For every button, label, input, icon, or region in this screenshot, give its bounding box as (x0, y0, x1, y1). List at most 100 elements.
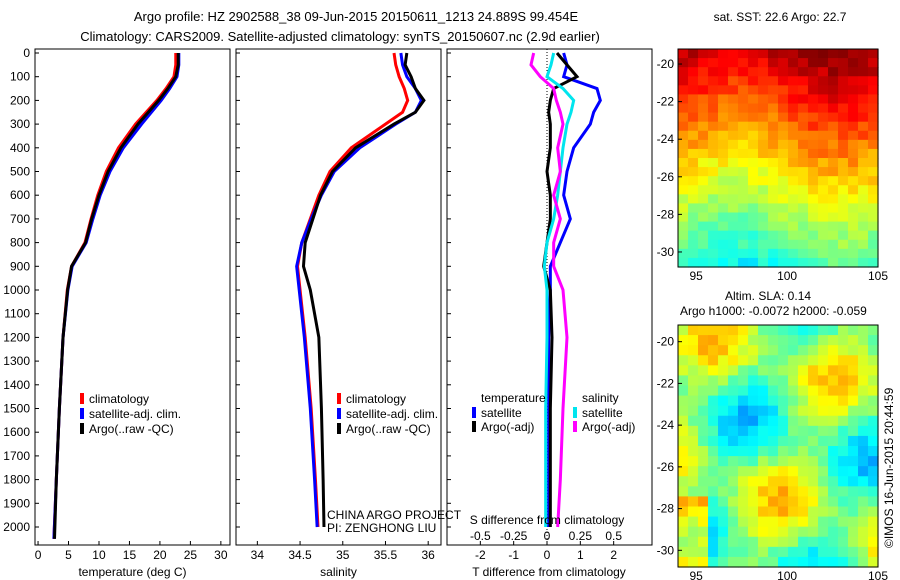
map-cell (728, 167, 739, 177)
map-cell (838, 257, 849, 268)
map-cell (738, 516, 749, 528)
map-cell (688, 526, 699, 538)
map-cell (808, 158, 819, 168)
map-cell (768, 365, 779, 377)
map-cell (728, 185, 739, 195)
map-cell (718, 415, 729, 427)
map-cell (778, 185, 789, 195)
map-cell (828, 435, 839, 447)
map-cell (868, 435, 879, 447)
map-cell (708, 139, 719, 150)
map-cell (748, 496, 759, 508)
sla-map-subtitle: Argo h1000: -0.0072 h2000: -0.059 (680, 304, 867, 318)
map-cell (868, 496, 879, 508)
map-cell (808, 375, 819, 387)
map-cell (798, 239, 809, 250)
depth-tick-label: 200 (10, 93, 30, 107)
map-cell (788, 185, 799, 195)
map-cell (808, 506, 819, 518)
map-cell (738, 385, 749, 397)
legend-swatch (472, 421, 476, 432)
map-cell (728, 335, 739, 346)
map-cell (778, 546, 789, 558)
map-cell (708, 203, 719, 214)
map-cell (768, 546, 779, 558)
map-cell (798, 415, 809, 427)
map-cell (778, 167, 789, 177)
lat-tick-label: -24 (657, 418, 675, 432)
map-cell (708, 58, 719, 68)
map-cell (808, 546, 819, 558)
map-cell (768, 221, 779, 232)
map-cell (718, 67, 729, 77)
map-cell (678, 257, 689, 268)
map-cell (758, 516, 769, 528)
map-cell (688, 67, 699, 77)
x-tick-label: 35 (336, 548, 350, 562)
map-cell (738, 158, 749, 168)
map-cell (848, 76, 859, 86)
lon-tick-label: 100 (777, 569, 797, 580)
map-cell (688, 516, 699, 528)
lon-tick-label: 95 (690, 269, 704, 283)
legend-swatch (80, 408, 84, 419)
map-cell (838, 167, 849, 177)
map-cell (838, 239, 849, 250)
x-tick-label: 1 (577, 548, 584, 562)
map-cell (828, 325, 839, 336)
x-tick-label: -2 (475, 548, 486, 562)
map-cell (798, 158, 809, 168)
map-cell (788, 446, 799, 457)
map-cell (848, 526, 859, 538)
x-tick-label: 30 (214, 548, 228, 562)
legend-swatch (337, 423, 341, 434)
map-cell (748, 486, 759, 498)
s-tick-label: -0.5 (470, 529, 491, 543)
map-cell (698, 139, 709, 150)
map-cell (698, 185, 709, 195)
map-cell (678, 203, 689, 214)
map-cell (768, 194, 779, 205)
map-cell (708, 230, 719, 241)
map-cell (758, 185, 769, 195)
map-cell (738, 365, 749, 377)
map-cell (808, 221, 819, 232)
map-cell (758, 476, 769, 487)
x-tick-label: 34 (251, 548, 265, 562)
map-cell (728, 476, 739, 487)
map-cell (678, 556, 689, 568)
map-cell (738, 239, 749, 250)
map-cell (848, 176, 859, 186)
map-cell (708, 325, 719, 336)
map-cell (808, 257, 819, 268)
map-cell (788, 405, 799, 417)
map-cell (708, 85, 719, 96)
map-cell (708, 405, 719, 417)
map-cell (778, 139, 789, 150)
map-cell (788, 546, 799, 558)
map-cell (828, 167, 839, 177)
map-cell (788, 121, 799, 132)
map-cell (828, 185, 839, 195)
map-cell (678, 365, 689, 377)
map-cell (708, 496, 719, 508)
map-cell (758, 148, 769, 159)
map-cell (788, 194, 799, 205)
map-cell (788, 556, 799, 568)
depth-tick-label: 700 (10, 212, 30, 226)
map-cell (688, 345, 699, 356)
map-cell (848, 167, 859, 177)
map-cell (868, 176, 879, 186)
x-axis-label: salinity (320, 565, 357, 579)
lat-tick-label: -28 (657, 207, 675, 221)
map-cell (818, 85, 829, 96)
map-cell (828, 486, 839, 498)
map-cell (768, 94, 779, 105)
map-cell (778, 230, 789, 241)
map-cell (808, 385, 819, 397)
map-cell (818, 257, 829, 268)
map-cell (688, 94, 699, 105)
map-cell (678, 185, 689, 195)
map-cell (688, 58, 699, 68)
